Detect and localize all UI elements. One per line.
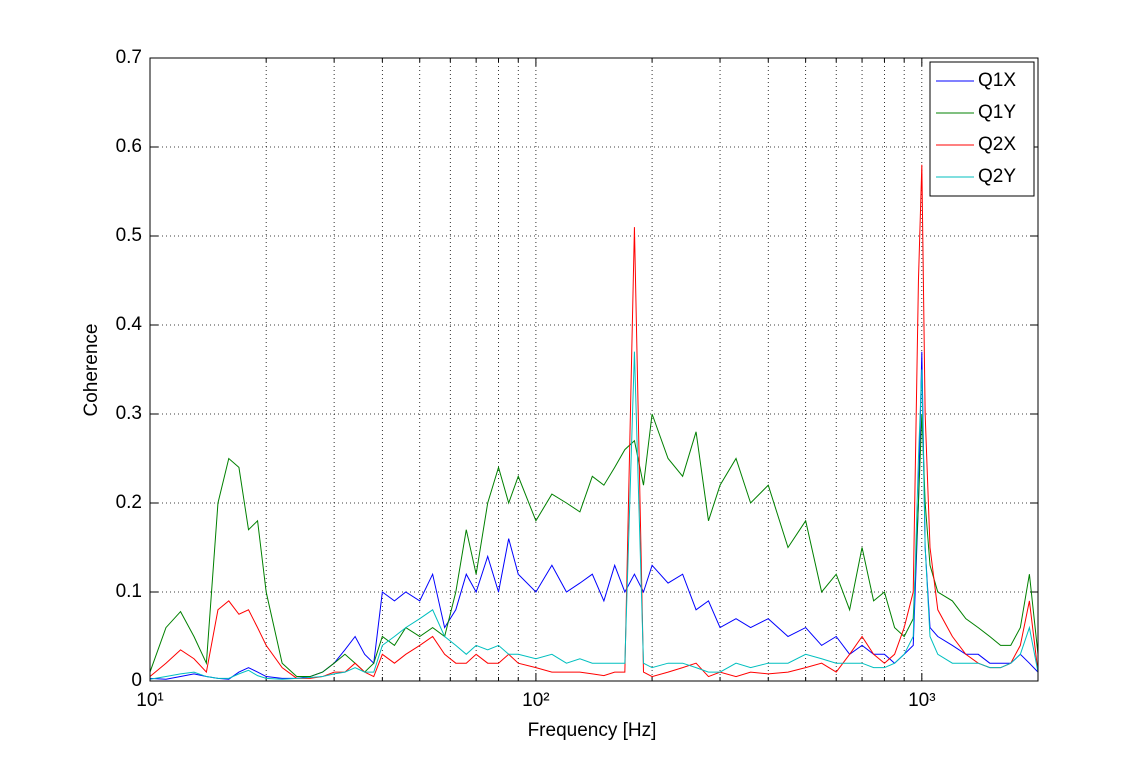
plot-frame: [149, 57, 1039, 682]
y-tick-label: 0.2: [116, 492, 142, 513]
series-line: [149, 351, 1039, 680]
y-tick-label: 0.5: [116, 225, 142, 246]
x-tick-label: 10³: [908, 690, 935, 711]
x-tick-label: 10²: [522, 690, 549, 711]
series-line: [149, 413, 1039, 678]
y-tick-label: 0.4: [116, 314, 143, 335]
x-axis-label: Frequency [Hz]: [528, 720, 657, 741]
x-tick-label: 10¹: [136, 690, 163, 711]
legend-label: Q2X: [978, 134, 1016, 155]
legend-label: Q1Y: [978, 102, 1016, 123]
y-tick-label: 0.3: [116, 403, 142, 424]
y-tick-label: 0.1: [116, 581, 142, 602]
legend-box: [929, 61, 1035, 197]
y-tick-label: 0.7: [116, 47, 142, 68]
legend-label: Q1X: [978, 70, 1016, 91]
y-axis-label: Coherence: [81, 324, 102, 417]
series-line: [149, 164, 1039, 679]
y-tick-label: 0: [131, 670, 142, 691]
series-line: [149, 351, 1039, 680]
legend: Q1X Q1Y Q2X Q2Y: [929, 61, 1035, 197]
y-tick-label: 0.6: [116, 136, 142, 157]
legend-label: Q2Y: [978, 166, 1016, 187]
